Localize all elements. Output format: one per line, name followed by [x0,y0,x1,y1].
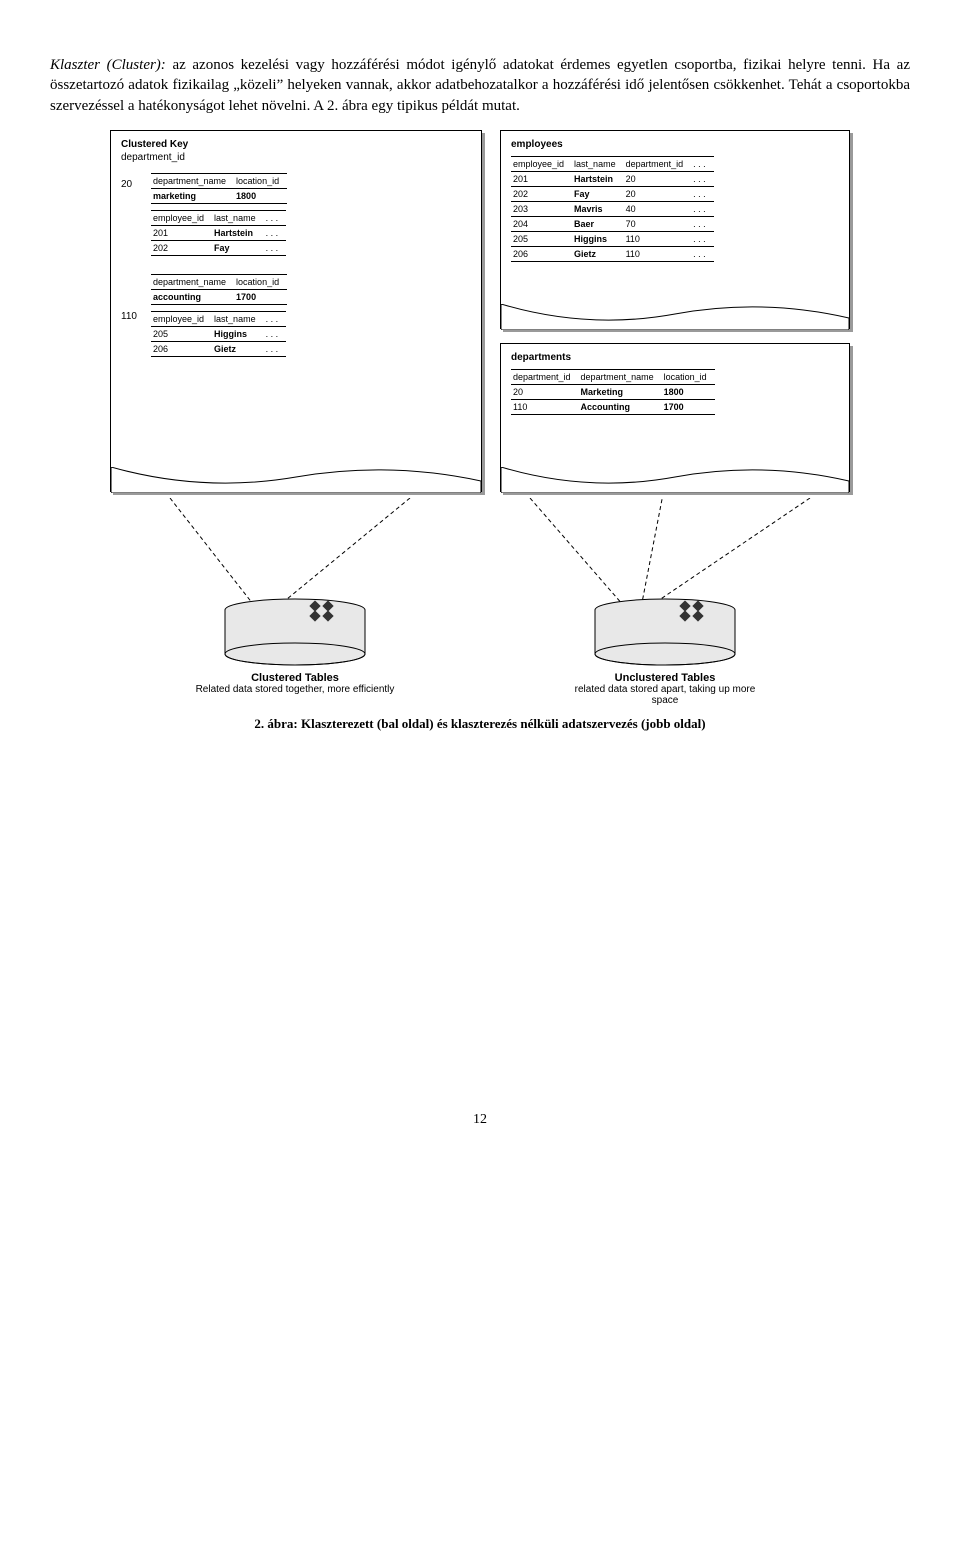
cell: Baer [572,216,624,231]
cell: 40 [624,201,692,216]
cell: 202 [151,240,212,255]
cell: 20 [624,186,692,201]
cell: 110 [624,231,692,246]
col-header: employee_id [511,156,572,171]
dept-table: department_name location_id accounting 1… [151,274,287,305]
cell: 206 [151,341,212,356]
departments-title: departments [511,352,839,363]
cell: Gietz [212,341,264,356]
cell: . . . [691,246,714,261]
cell: . . . [264,341,287,356]
cell: 203 [511,201,572,216]
dept-table: department_name location_id marketing 18… [151,173,287,204]
figure-caption: 2. ábra: Klaszterezett (bal oldal) és kl… [110,716,850,732]
cell: Marketing [579,384,662,399]
cell: 1800 [662,384,715,399]
col-header: department_id [624,156,692,171]
cell: 1800 [234,188,287,203]
col-header: . . . [264,210,287,225]
col-header: employee_id [151,311,212,326]
cell: . . . [691,201,714,216]
col-header: . . . [264,311,287,326]
cylinder-sub: related data stored apart, taking up mor… [560,684,770,707]
col-header: department_id [511,369,579,384]
cell: 70 [624,216,692,231]
emp-table: employee_id last_name . . . 201 Hartstei… [151,210,286,256]
cell: Higgins [212,326,264,341]
clustered-sub: department_id [121,152,471,163]
cell: marketing [151,188,234,203]
col-header: location_id [234,173,287,188]
cell: . . . [691,216,714,231]
cell: Hartstein [572,171,624,186]
cell: 205 [511,231,572,246]
cell: 201 [511,171,572,186]
cell: . . . [264,326,287,341]
employees-panel: employees employee_id last_name departme… [500,130,850,329]
clustered-cylinder: Clustered Tables Related data stored tog… [190,598,400,696]
cylinder-title: Clustered Tables [190,672,400,684]
cylinder-title: Unclustered Tables [560,672,770,684]
connector-area: Clustered Tables Related data stored tog… [110,498,850,698]
departments-panel: departments department_id department_nam… [500,343,850,492]
col-header: employee_id [151,210,212,225]
cylinder-sub: Related data stored together, more effic… [190,684,400,696]
cell: . . . [691,186,714,201]
cylinder-icon [220,598,370,668]
col-header: department_name [151,274,234,289]
cluster-key: 20 [121,179,132,190]
cell: 20 [624,171,692,186]
col-header: . . . [691,156,714,171]
cell: . . . [264,225,287,240]
page-number: 12 [50,1112,910,1128]
col-header: location_id [662,369,715,384]
cell: 1700 [234,289,287,304]
cell: Higgins [572,231,624,246]
cluster-key: 110 [121,311,137,322]
cell: 202 [511,186,572,201]
col-header: department_name [579,369,662,384]
cell: 110 [624,246,692,261]
torn-edge [501,304,849,330]
col-header: location_id [234,274,287,289]
para-body: az azonos kezelési vagy hozzáférési módo… [50,57,910,114]
col-header: department_name [151,173,234,188]
emp-table: employee_id last_name . . . 205 Higgins … [151,311,286,357]
cell: 205 [151,326,212,341]
unclustered-cylinder: Unclustered Tables related data stored a… [560,598,770,707]
col-header: last_name [212,210,264,225]
cell: Hartstein [212,225,264,240]
lead-term: Klaszter (Cluster): [50,57,166,73]
cell: . . . [691,231,714,246]
cell: Gietz [572,246,624,261]
cylinder-icon [590,598,740,668]
cell: accounting [151,289,234,304]
cell: 110 [511,399,579,414]
cell: Fay [572,186,624,201]
cell: . . . [691,171,714,186]
torn-edge [501,467,849,493]
cell: . . . [264,240,287,255]
cell: 206 [511,246,572,261]
departments-table: department_id department_name location_i… [511,369,715,415]
cell: Mavris [572,201,624,216]
cluster-diagram: Clustered Key department_id 20 departmen… [110,130,850,732]
cell: 201 [151,225,212,240]
cell: 204 [511,216,572,231]
col-header: last_name [572,156,624,171]
intro-paragraph: Klaszter (Cluster): az azonos kezelési v… [50,55,910,116]
cluster-group: 20 department_name location_id marketing… [151,173,471,256]
cell: Fay [212,240,264,255]
unclustered-panels: employees employee_id last_name departme… [500,130,850,492]
clustered-title: Clustered Key [121,139,471,150]
clustered-panel: Clustered Key department_id 20 departmen… [110,130,482,492]
employees-table: employee_id last_name department_id . . … [511,156,714,262]
cell: 20 [511,384,579,399]
cell: 1700 [662,399,715,414]
cell: Accounting [579,399,662,414]
torn-edge [111,467,481,493]
cluster-group: 110 department_name location_id accounti… [151,274,471,357]
employees-title: employees [511,139,839,150]
col-header: last_name [212,311,264,326]
